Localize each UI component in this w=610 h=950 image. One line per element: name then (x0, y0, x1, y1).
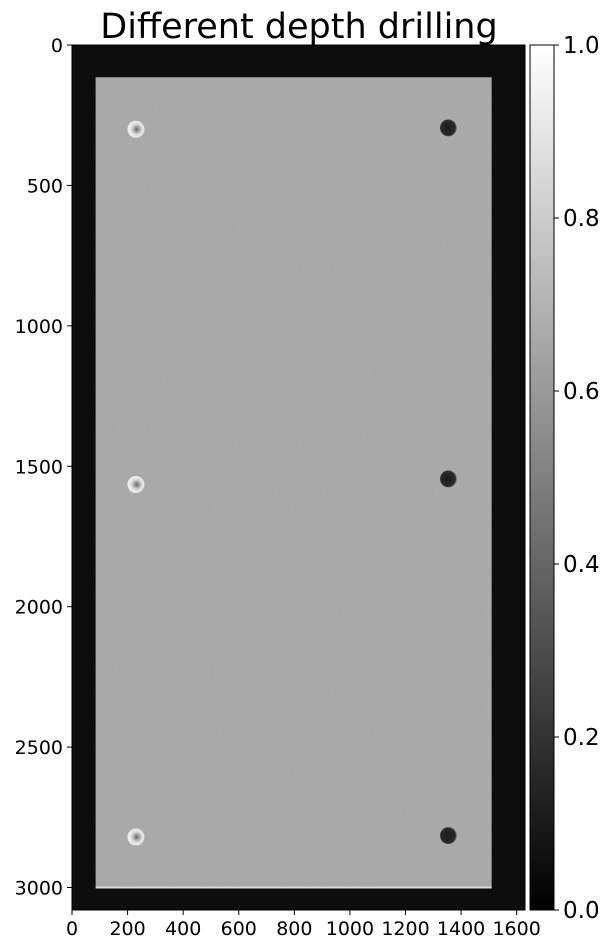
colorbar-tick-label: 0.6 (563, 379, 600, 405)
plot-frame (71, 44, 526, 911)
drill-hole (127, 828, 145, 846)
x-tick-label: 1200 (381, 918, 429, 940)
drill-hole (440, 827, 458, 845)
x-tick-label: 200 (109, 918, 145, 940)
colorbar-axis: 0.0 0.2 0.4 0.6 0.8 1.0 (554, 33, 600, 924)
drill-hole (440, 470, 458, 488)
colorbar-tick-label: 0.4 (563, 552, 600, 578)
x-tick-label: 1400 (437, 918, 485, 940)
y-axis: 0 500 1000 1500 2000 2500 3000 (15, 35, 72, 900)
x-tick-label: 1000 (326, 918, 374, 940)
x-tick-label: 400 (165, 918, 201, 940)
y-tick-label: 500 (27, 175, 63, 197)
drill-hole (440, 119, 458, 137)
y-tick-label: 3000 (15, 878, 63, 900)
drill-hole (127, 120, 145, 138)
x-tick-label: 800 (276, 918, 312, 940)
y-tick-label: 1000 (15, 316, 63, 338)
plate-texture (95, 77, 492, 888)
y-tick-label: 0 (51, 35, 63, 57)
y-tick-label: 2500 (15, 737, 63, 759)
x-tick-label: 600 (221, 918, 257, 940)
y-tick-label: 2000 (15, 597, 63, 619)
x-tick-label: 1600 (492, 918, 540, 940)
chart-title: Different depth drilling (100, 7, 497, 47)
x-tick-label: 0 (66, 918, 78, 940)
colorbar-tick-label: 0.0 (563, 898, 600, 924)
colorbar (529, 44, 555, 911)
drill-hole (127, 476, 145, 494)
colorbar-tick-label: 0.2 (563, 725, 600, 751)
x-axis: 0 200 400 600 800 1000 1200 1400 1600 (66, 910, 541, 940)
image-plot-area (71, 44, 526, 911)
colorbar-tick-label: 1.0 (563, 33, 600, 59)
y-tick-label: 1500 (15, 456, 63, 478)
colorbar-tick-label: 0.8 (563, 206, 600, 232)
drill-holes (127, 119, 458, 846)
